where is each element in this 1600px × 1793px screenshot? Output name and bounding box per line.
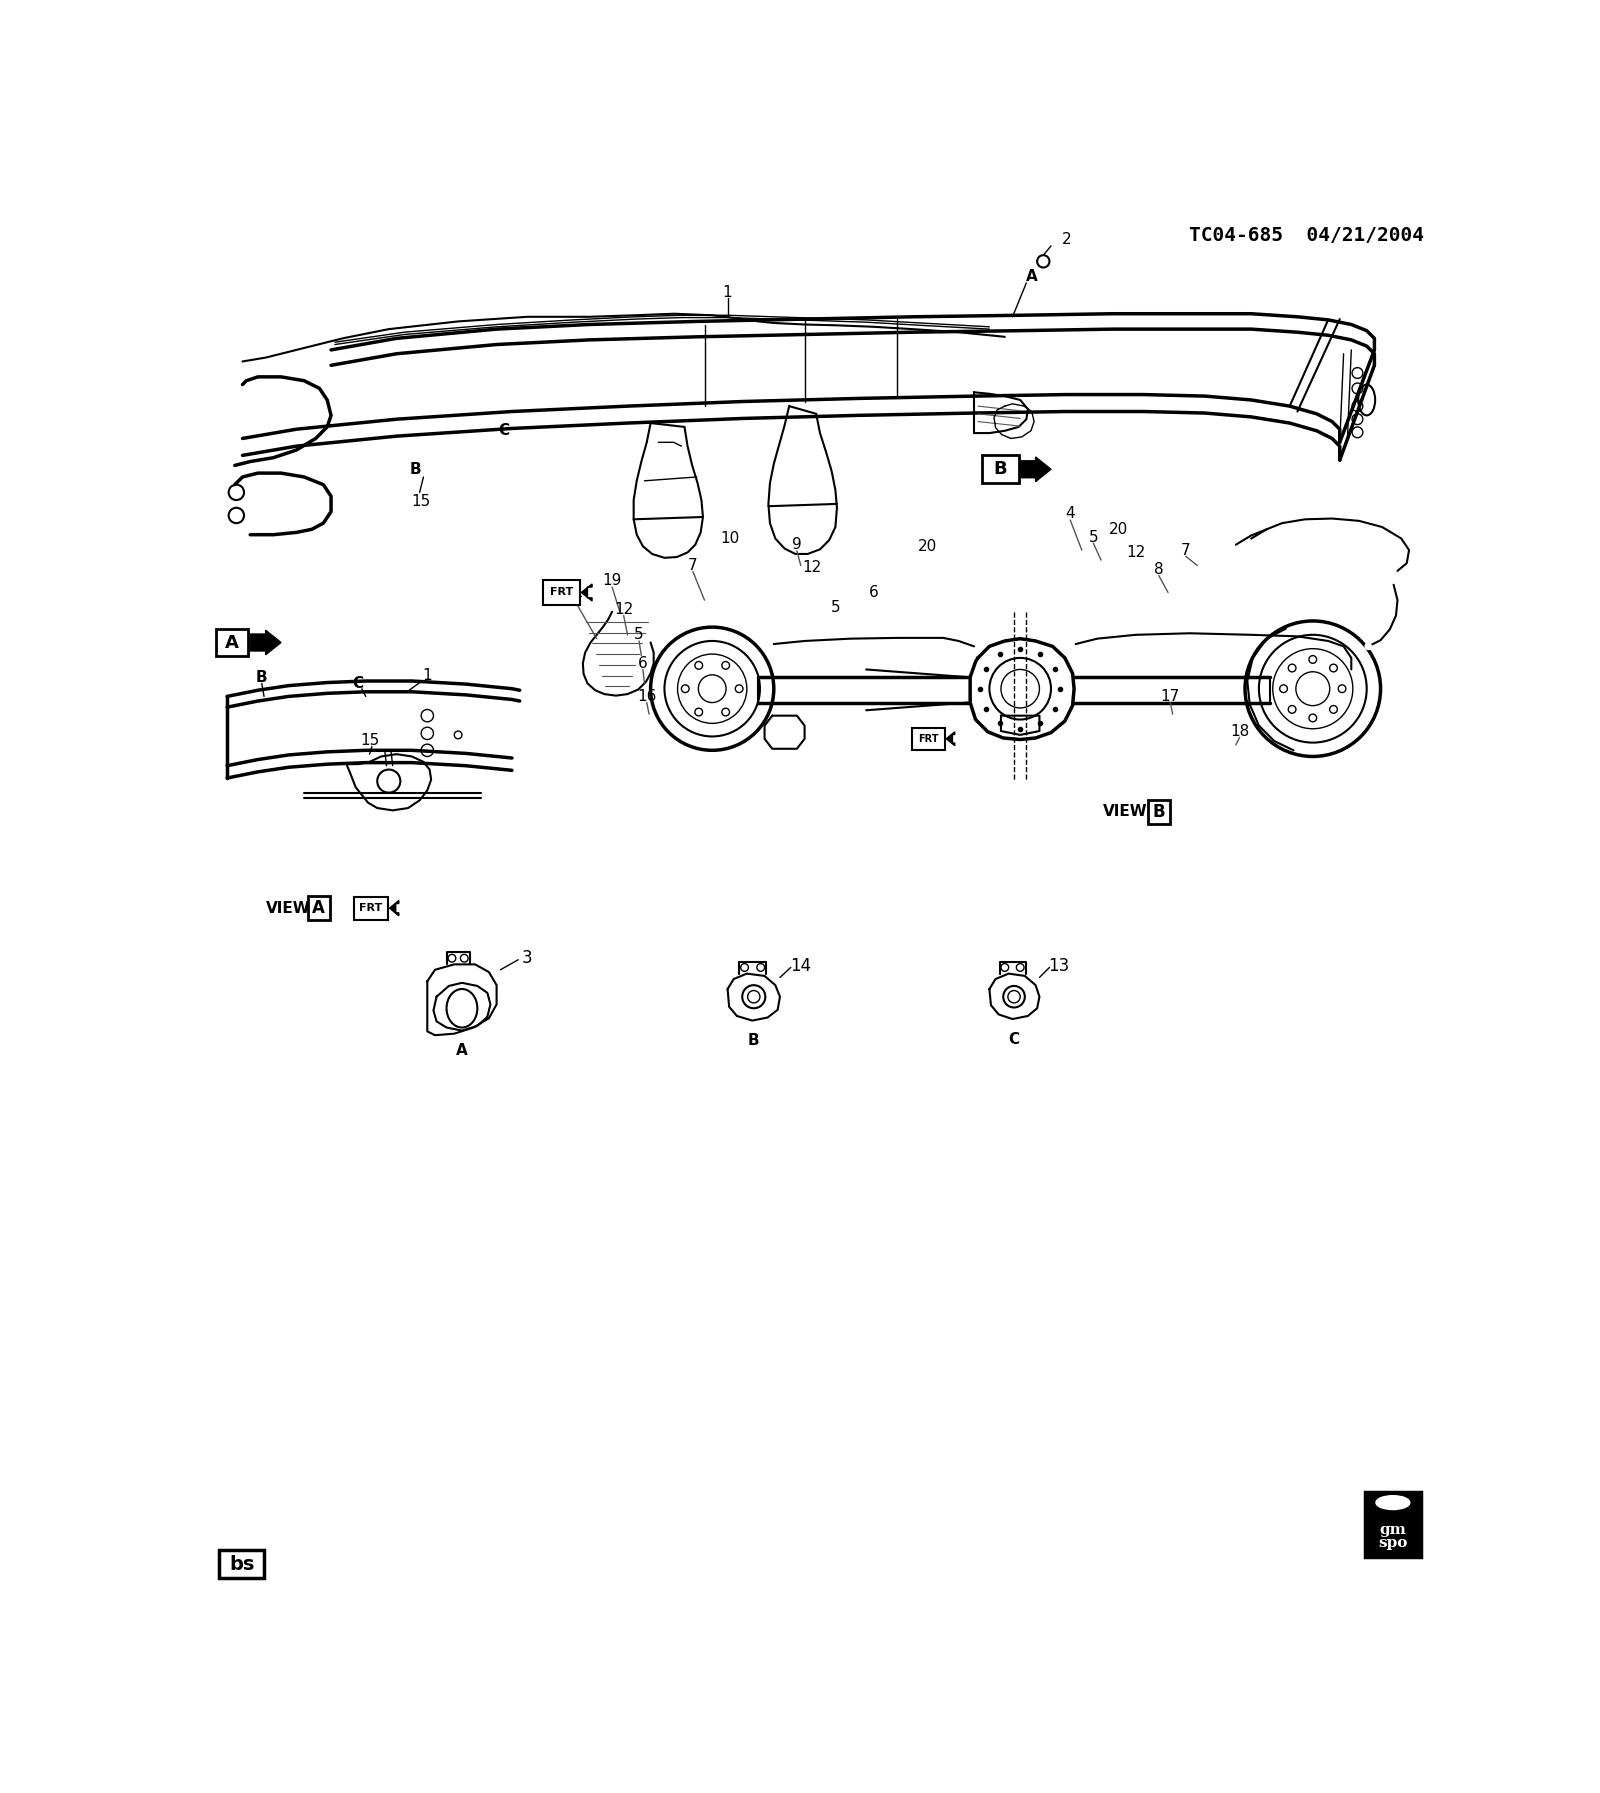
FancyArrow shape (581, 585, 592, 601)
Text: gm: gm (1379, 1524, 1406, 1537)
Text: 20: 20 (1109, 522, 1128, 536)
Circle shape (395, 741, 398, 744)
Text: 18: 18 (1230, 724, 1250, 739)
Bar (1365, 1492, 1421, 1556)
FancyArrow shape (250, 629, 282, 654)
Text: A: A (456, 1044, 467, 1058)
Text: 19: 19 (603, 574, 622, 588)
Bar (542, 581, 579, 604)
Text: 13: 13 (1048, 957, 1069, 975)
Text: 12: 12 (1126, 545, 1146, 559)
Text: B: B (1152, 803, 1165, 821)
Text: 1: 1 (422, 669, 432, 683)
Text: A: A (1026, 269, 1038, 285)
Text: C: C (499, 423, 510, 437)
Text: bs: bs (229, 1555, 254, 1574)
Text: 7: 7 (688, 558, 698, 574)
Circle shape (414, 744, 418, 748)
Text: FRT: FRT (918, 733, 939, 744)
Text: A: A (312, 898, 325, 918)
Text: 8: 8 (1154, 561, 1163, 577)
Text: 16: 16 (637, 689, 656, 705)
FancyArrow shape (389, 900, 398, 916)
Text: 5: 5 (634, 628, 643, 642)
Text: B: B (747, 1033, 760, 1049)
Bar (982, 455, 1019, 482)
Text: C: C (1008, 1031, 1019, 1047)
Text: FRT: FRT (550, 588, 573, 597)
Text: 12: 12 (803, 561, 822, 576)
Circle shape (1365, 642, 1373, 651)
Text: B: B (256, 669, 267, 685)
Text: TC04-685  04/21/2004: TC04-685 04/21/2004 (1189, 226, 1424, 246)
Bar (912, 728, 944, 749)
Circle shape (376, 737, 379, 741)
Text: 1: 1 (723, 285, 733, 299)
Text: 15: 15 (360, 733, 379, 748)
Bar (219, 1551, 264, 1578)
Text: 14: 14 (790, 957, 811, 975)
Ellipse shape (1376, 1495, 1410, 1510)
Text: VIEW: VIEW (1104, 805, 1147, 819)
Text: 17: 17 (1160, 689, 1179, 705)
Text: 6: 6 (638, 656, 648, 671)
Text: B: B (994, 461, 1006, 479)
Text: 12: 12 (614, 602, 634, 617)
Text: 15: 15 (411, 495, 430, 509)
FancyArrow shape (1021, 457, 1051, 482)
Bar (354, 896, 389, 920)
Circle shape (357, 733, 360, 737)
FancyArrow shape (946, 732, 955, 746)
Text: 2: 2 (1061, 233, 1072, 247)
Text: 10: 10 (720, 531, 739, 547)
Bar (1149, 800, 1170, 825)
Text: 5: 5 (1088, 529, 1098, 545)
Text: 6: 6 (869, 585, 878, 601)
Bar (307, 896, 330, 920)
Text: 5: 5 (830, 601, 840, 615)
Text: 4: 4 (1066, 506, 1075, 522)
Text: B: B (410, 463, 421, 477)
Text: spo: spo (1378, 1537, 1408, 1551)
Bar (216, 629, 248, 656)
Text: 3: 3 (522, 948, 533, 966)
Text: A: A (224, 633, 238, 651)
Text: C: C (352, 676, 363, 690)
Text: 7: 7 (1181, 543, 1190, 558)
Text: 11: 11 (563, 585, 584, 601)
Text: 20: 20 (918, 538, 938, 554)
Text: VIEW: VIEW (266, 900, 310, 916)
Text: 9: 9 (792, 538, 802, 552)
Text: FRT: FRT (360, 904, 382, 913)
